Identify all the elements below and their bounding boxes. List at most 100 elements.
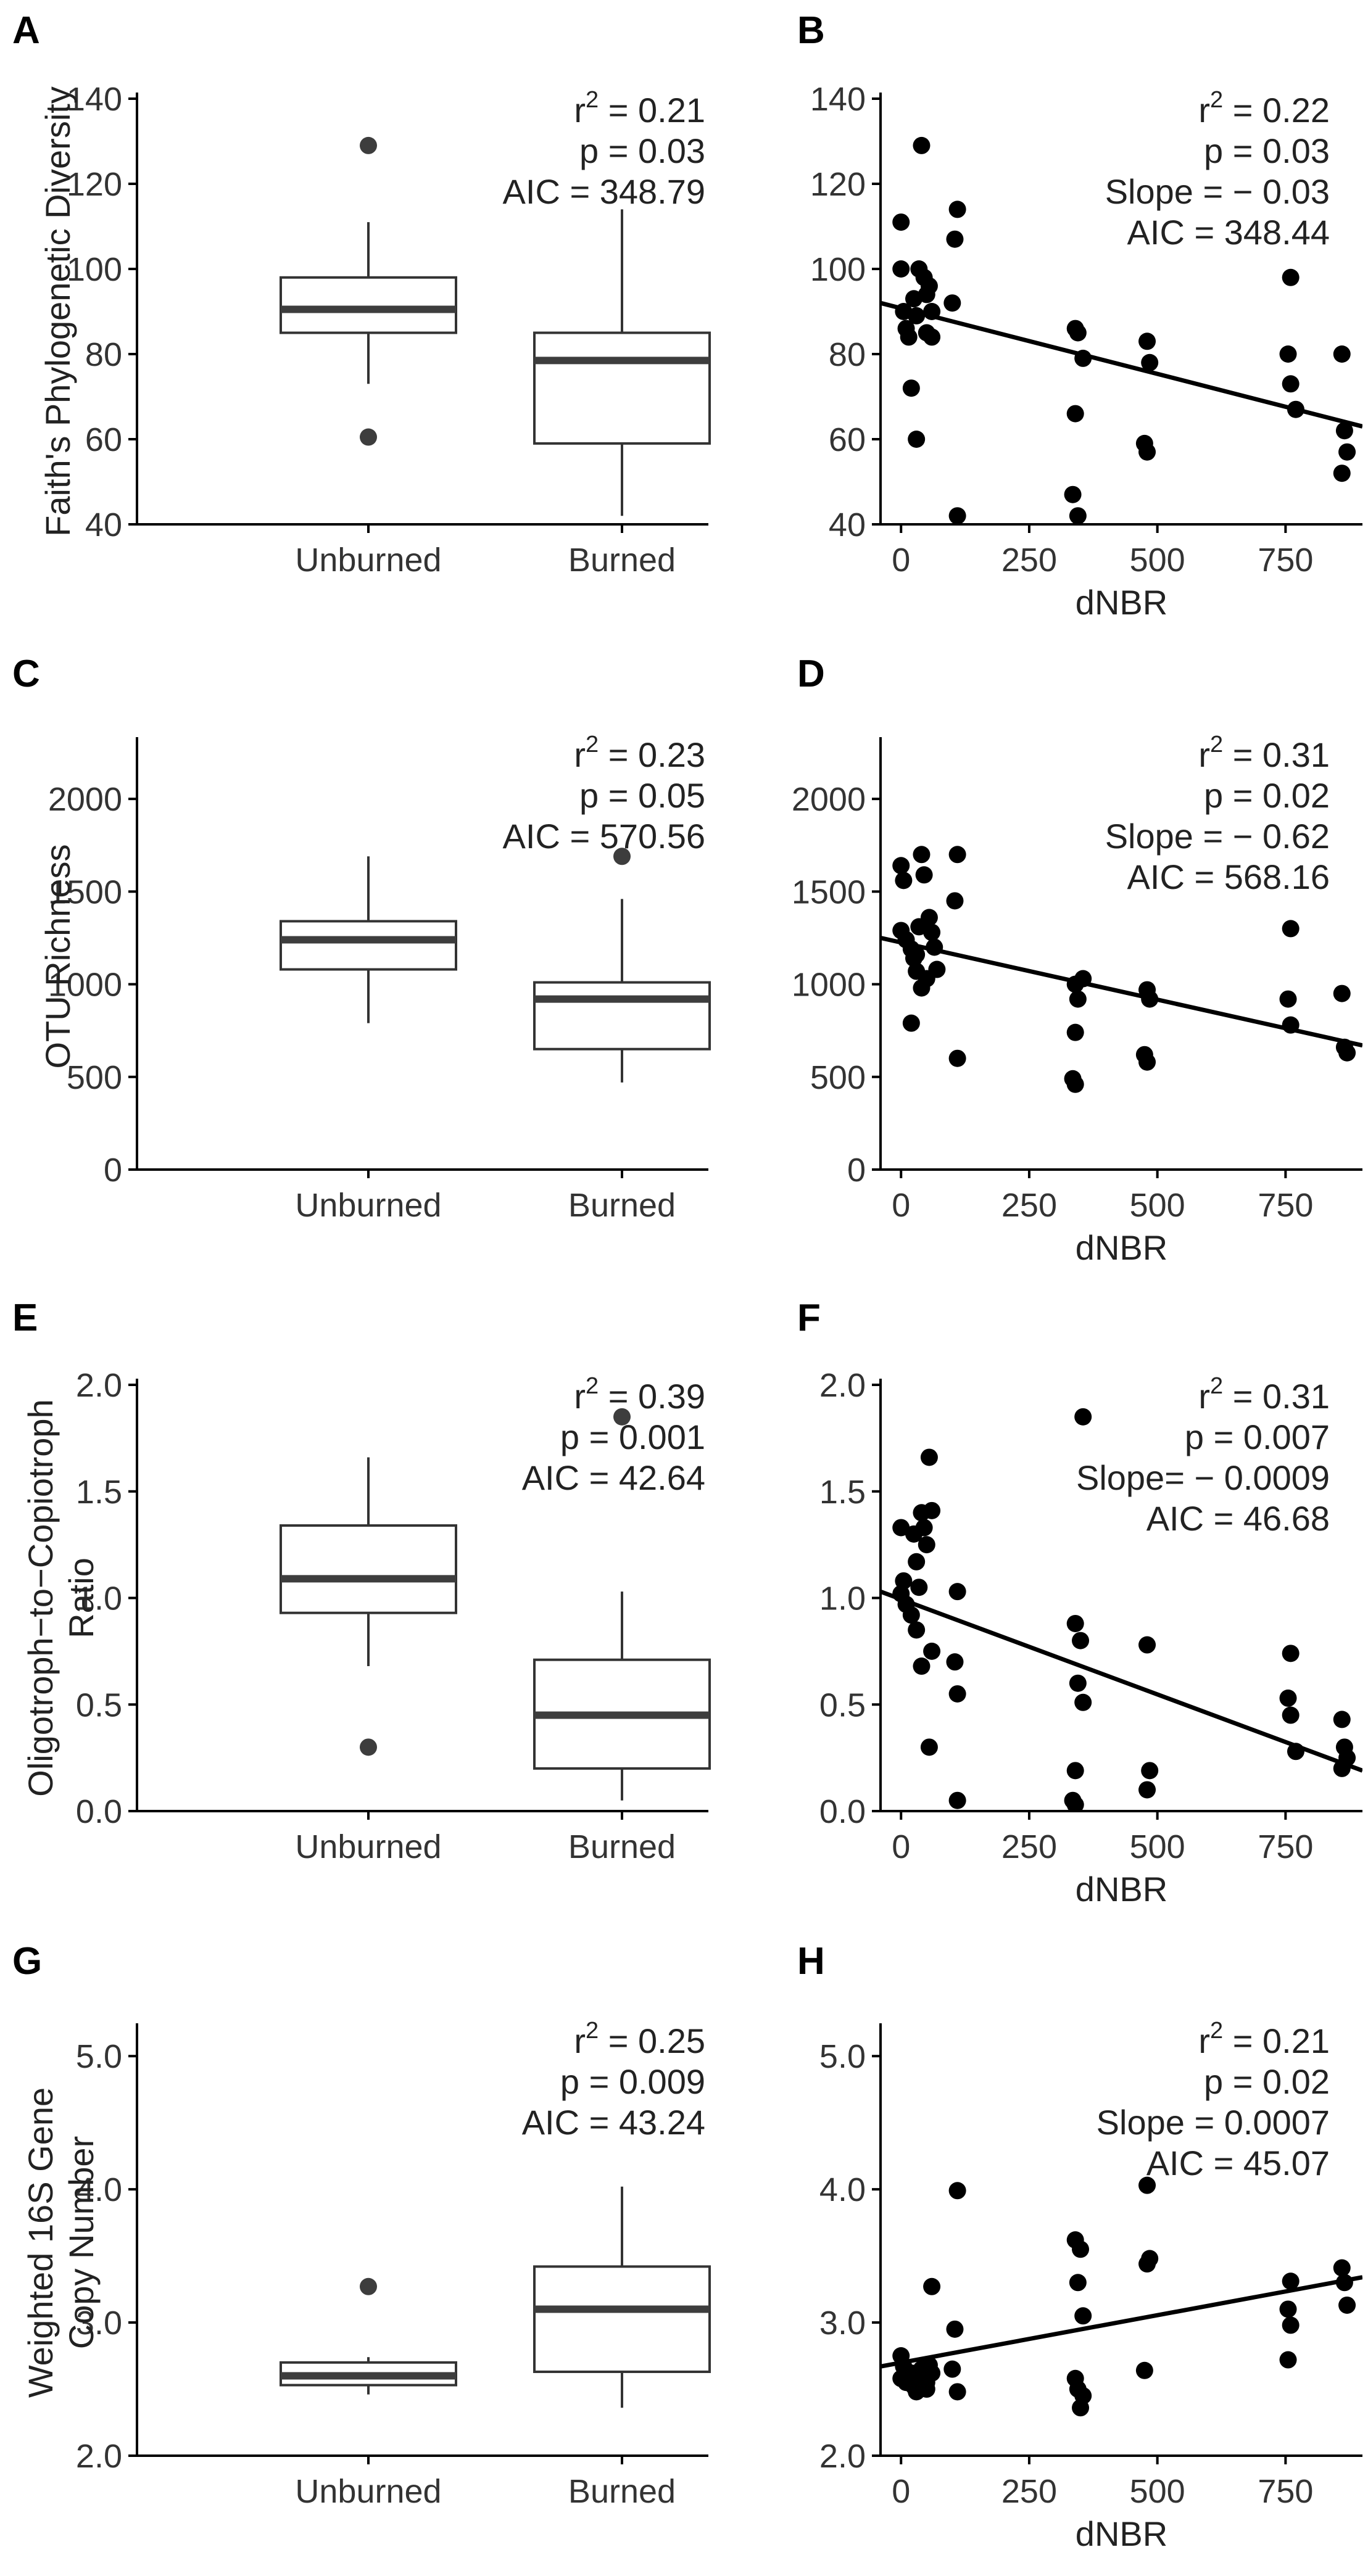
data-point bbox=[913, 846, 931, 864]
x-axis-title: dNBR bbox=[1076, 1228, 1167, 1267]
r-squared-label: r2 = 0.21 bbox=[574, 87, 705, 130]
data-point bbox=[910, 1579, 928, 1596]
panel-c: C 0 500 1000 1500 2000 OTU Richness Unburned Bur… bbox=[12, 653, 711, 1224]
data-point bbox=[1333, 345, 1351, 363]
data-point bbox=[1333, 464, 1351, 482]
x-axis-title: dNBR bbox=[1076, 1870, 1167, 1909]
data-point bbox=[1066, 1023, 1084, 1041]
x-axis-title: dNBR bbox=[1076, 583, 1167, 622]
data-point bbox=[913, 136, 931, 154]
data-point bbox=[1338, 443, 1356, 461]
data-point bbox=[1066, 1762, 1084, 1780]
x-tick-label: Unburned bbox=[295, 1187, 441, 1224]
data-point bbox=[948, 1685, 966, 1703]
data-point bbox=[1066, 1075, 1084, 1093]
y-tick-label: 500 bbox=[810, 1059, 866, 1096]
x-tick-label: 750 bbox=[1258, 542, 1313, 579]
data-point bbox=[1135, 2361, 1153, 2379]
scatter-points bbox=[881, 2176, 1362, 2417]
r-squared-label: r2 = 0.22 bbox=[1198, 87, 1330, 130]
data-point bbox=[1138, 1781, 1156, 1799]
data-point bbox=[920, 909, 938, 927]
x-tick-label: 750 bbox=[1258, 1828, 1313, 1865]
data-point bbox=[908, 1621, 926, 1639]
data-point bbox=[1333, 2259, 1351, 2277]
y-tick-label: 40 bbox=[85, 506, 122, 543]
x-tick-label: Unburned bbox=[295, 542, 441, 579]
data-point bbox=[923, 328, 941, 346]
y-tick-label: 1000 bbox=[792, 967, 866, 1004]
y-tick-label: 60 bbox=[85, 421, 122, 458]
data-point bbox=[1072, 2240, 1090, 2258]
data-point bbox=[895, 1572, 913, 1590]
data-point bbox=[1282, 375, 1300, 393]
data-point bbox=[1069, 1674, 1087, 1692]
data-point bbox=[1066, 405, 1084, 423]
y-tick-label: 1.5 bbox=[76, 1474, 122, 1511]
x-tick-label: 750 bbox=[1258, 2473, 1313, 2510]
y-tick-label: 500 bbox=[67, 1059, 122, 1096]
x-tick-label: 250 bbox=[1001, 1828, 1057, 1865]
x-tick-label: Burned bbox=[568, 1828, 676, 1865]
box-unburned bbox=[280, 856, 457, 1023]
data-point bbox=[948, 1791, 966, 1809]
aic-label: AIC = 570.56 bbox=[503, 817, 705, 856]
data-point bbox=[928, 960, 946, 978]
y-tick-label: 3.0 bbox=[819, 2305, 866, 2342]
data-point bbox=[905, 949, 923, 967]
y-tick-label: 2000 bbox=[792, 781, 866, 818]
x-tick-label: Unburned bbox=[295, 1828, 441, 1865]
panel-g: G 2.0 3.0 4.0 5.0 Weighted 16S Gene Copy Numbe… bbox=[12, 1940, 711, 2510]
data-point bbox=[1333, 985, 1351, 1002]
outlier-point bbox=[360, 2277, 377, 2295]
panel-f: F 0.0 0.5 1.0 1.5 2.0 0 250 500 750 dNBR r2 = 0.31p… bbox=[797, 1297, 1362, 1909]
y-tick-label: 3.0 bbox=[76, 2305, 122, 2342]
y-tick-label: 120 bbox=[67, 166, 122, 203]
data-point bbox=[923, 923, 941, 941]
y-tick-label: 5.0 bbox=[76, 2038, 122, 2075]
data-point bbox=[1282, 920, 1300, 938]
panel-letter: B bbox=[797, 9, 825, 52]
box-burned bbox=[533, 2186, 711, 2408]
y-tick-label: 1.0 bbox=[76, 1580, 122, 1617]
slope-label: Slope = 0.0007 bbox=[1096, 2103, 1330, 2142]
y-tick-label: 80 bbox=[829, 336, 866, 373]
data-point bbox=[1138, 2176, 1156, 2194]
x-tick-label: 0 bbox=[892, 1828, 910, 1865]
box-burned bbox=[533, 1408, 711, 1801]
data-point bbox=[1138, 1053, 1156, 1071]
data-point bbox=[948, 1583, 966, 1601]
y-tick-label: 1500 bbox=[48, 873, 122, 910]
x-tick-label: Unburned bbox=[295, 2473, 441, 2510]
data-point bbox=[948, 2182, 966, 2200]
y-tick-label: 80 bbox=[85, 336, 122, 373]
x-tick-label: 0 bbox=[892, 1187, 910, 1224]
y-tick-label: 120 bbox=[810, 166, 866, 203]
r-squared-label: r2 = 0.31 bbox=[1198, 732, 1330, 774]
aic-label: AIC = 46.68 bbox=[1146, 1499, 1330, 1538]
data-point bbox=[1138, 332, 1156, 350]
data-point bbox=[1338, 1044, 1356, 1062]
data-point bbox=[946, 892, 964, 910]
x-tick-label: 500 bbox=[1130, 1828, 1185, 1865]
x-tick-label: 500 bbox=[1130, 542, 1185, 579]
aic-label: AIC = 568.16 bbox=[1127, 857, 1330, 896]
p-value-label: p = 0.009 bbox=[560, 2062, 705, 2101]
y-tick-label: 60 bbox=[829, 421, 866, 458]
y-tick-label: 100 bbox=[67, 251, 122, 288]
panel-letter: A bbox=[12, 9, 40, 52]
x-tick-label: Burned bbox=[568, 542, 676, 579]
data-point bbox=[948, 507, 966, 524]
y-tick-label: 140 bbox=[67, 81, 122, 118]
p-value-label: p = 0.05 bbox=[579, 776, 705, 815]
box-iqr bbox=[533, 2265, 711, 2373]
data-point bbox=[1279, 1689, 1297, 1707]
scatter-points bbox=[881, 1408, 1362, 1811]
box-unburned bbox=[280, 2277, 457, 2395]
data-point bbox=[1066, 1614, 1084, 1632]
y-tick-label: 2.0 bbox=[819, 1367, 866, 1404]
data-point bbox=[920, 1738, 938, 1756]
